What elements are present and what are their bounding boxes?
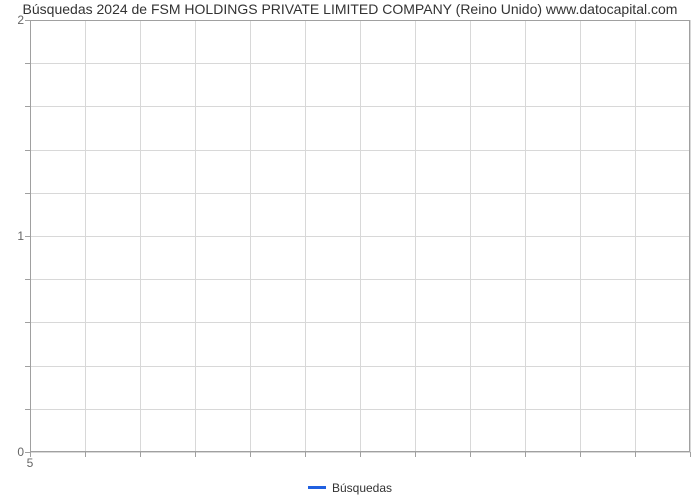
x-tick-mark [525, 452, 526, 457]
gridline-vertical [635, 20, 636, 452]
x-tick-label: 5 [27, 456, 34, 470]
gridline-vertical [250, 20, 251, 452]
y-tick-mark [25, 366, 30, 367]
x-tick-mark [195, 452, 196, 457]
x-tick-mark [470, 452, 471, 457]
y-tick-mark [25, 193, 30, 194]
x-tick-mark [140, 452, 141, 457]
gridline-vertical [415, 20, 416, 452]
x-tick-mark [415, 452, 416, 457]
x-tick-mark [360, 452, 361, 457]
x-tick-mark [305, 452, 306, 457]
gridline-vertical [140, 20, 141, 452]
plot-area: 0125 [30, 20, 690, 452]
y-tick-mark [25, 20, 30, 21]
y-tick-label: 0 [17, 445, 24, 459]
y-tick-mark [25, 150, 30, 151]
y-tick-label: 2 [17, 13, 24, 27]
x-tick-mark [635, 452, 636, 457]
gridline-vertical [305, 20, 306, 452]
x-tick-mark [690, 452, 691, 457]
legend: Búsquedas [0, 480, 700, 495]
legend-swatch [308, 486, 326, 489]
plot-grid [30, 20, 690, 452]
gridline-vertical [470, 20, 471, 452]
gridline-vertical [360, 20, 361, 452]
gridline-vertical [195, 20, 196, 452]
y-tick-label: 1 [17, 229, 24, 243]
chart-container: Búsquedas 2024 de FSM HOLDINGS PRIVATE L… [0, 0, 700, 500]
y-tick-mark [25, 322, 30, 323]
x-tick-mark [250, 452, 251, 457]
x-tick-mark [580, 452, 581, 457]
y-tick-mark [25, 409, 30, 410]
y-tick-mark [25, 63, 30, 64]
chart-title: Búsquedas 2024 de FSM HOLDINGS PRIVATE L… [0, 0, 700, 18]
gridline-vertical [525, 20, 526, 452]
gridline-vertical [85, 20, 86, 452]
gridline-vertical [690, 20, 691, 452]
gridline-vertical [30, 20, 31, 452]
y-tick-mark [25, 236, 30, 237]
y-tick-mark [25, 106, 30, 107]
gridline-vertical [580, 20, 581, 452]
legend-label: Búsquedas [332, 481, 392, 495]
x-tick-mark [85, 452, 86, 457]
y-tick-mark [25, 279, 30, 280]
